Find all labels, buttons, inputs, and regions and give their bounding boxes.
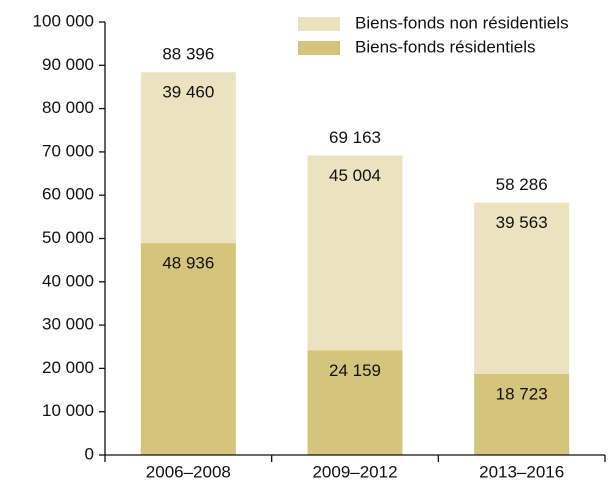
value-label: 45 004 bbox=[329, 166, 381, 185]
value-label: 39 460 bbox=[162, 83, 214, 102]
total-label: 88 396 bbox=[162, 45, 214, 64]
y-tick-label: 30 000 bbox=[42, 315, 94, 334]
total-label: 69 163 bbox=[329, 128, 381, 147]
y-tick-label: 90 000 bbox=[42, 55, 94, 74]
value-label: 39 563 bbox=[496, 213, 548, 232]
value-label: 48 936 bbox=[162, 254, 214, 273]
value-label: 18 723 bbox=[496, 384, 548, 403]
legend-swatch bbox=[298, 41, 340, 55]
bar-segment bbox=[474, 373, 570, 455]
legend-label: Biens-fonds résidentiels bbox=[355, 37, 535, 56]
y-tick-label: 100 000 bbox=[33, 11, 94, 30]
bar-segment bbox=[140, 72, 236, 244]
y-tick-label: 20 000 bbox=[42, 358, 94, 377]
x-tick-label: 2009–2012 bbox=[312, 462, 397, 481]
bar-segment bbox=[140, 243, 236, 455]
legend-swatch bbox=[298, 17, 340, 31]
x-tick-label: 2006–2008 bbox=[146, 462, 231, 481]
x-tick-label: 2013–2016 bbox=[479, 462, 564, 481]
y-tick-label: 10 000 bbox=[42, 401, 94, 420]
total-label: 58 286 bbox=[496, 175, 548, 194]
y-tick-label: 70 000 bbox=[42, 141, 94, 160]
value-label: 24 159 bbox=[329, 361, 381, 380]
bar-segment bbox=[307, 350, 403, 455]
bar-segment bbox=[307, 155, 403, 351]
y-tick-label: 60 000 bbox=[42, 185, 94, 204]
y-tick-label: 80 000 bbox=[42, 98, 94, 117]
y-tick-label: 0 bbox=[85, 444, 94, 463]
legend-label: Biens-fonds non résidentiels bbox=[355, 13, 569, 32]
y-tick-label: 40 000 bbox=[42, 271, 94, 290]
bar-segment bbox=[474, 202, 570, 374]
y-tick-label: 50 000 bbox=[42, 228, 94, 247]
